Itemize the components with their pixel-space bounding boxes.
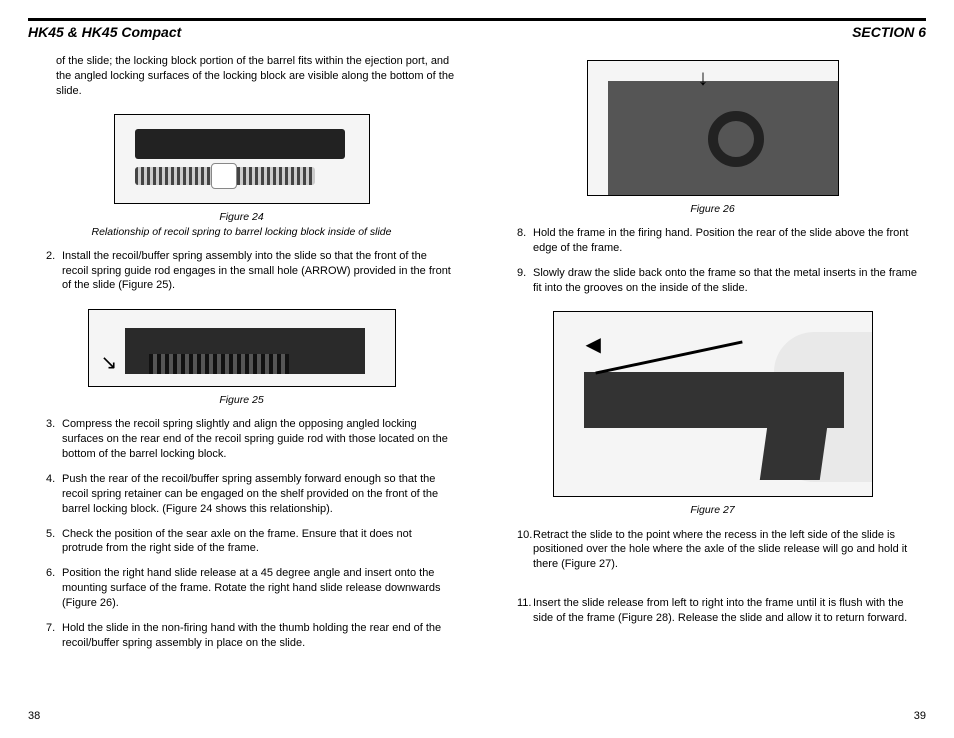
figure-24-text: Relationship of recoil spring to barrel … [92,226,392,238]
step-text: Position the right hand slide release at… [62,566,455,611]
arrow-down-icon: ↓ [698,63,709,93]
content-columns: of the slide; the locking block portion … [28,54,926,661]
step-6: 6. Position the right hand slide release… [46,566,455,611]
step-text: Hold the slide in the non-firing hand wi… [62,621,455,651]
step-text: Check the position of the sear axle on t… [62,527,455,557]
step-11: 11. Insert the slide release from left t… [517,596,926,626]
pistol-grip-shape [759,420,827,480]
step-9: 9. Slowly draw the slide back onto the f… [517,266,926,296]
column-right: ↓ Figure 26 8. Hold the frame in the fir… [499,54,926,661]
intro-continuation: of the slide; the locking block portion … [56,54,455,99]
arrow-icon: ◀ [586,332,601,359]
trigger-guard-shape [708,111,764,167]
step-num: 6. [46,566,62,611]
figure-26-image: ↓ [587,60,839,196]
page-number-right: 39 [914,709,926,724]
step-num: 11. [517,596,533,626]
step-2: 2. Install the recoil/buffer spring asse… [46,249,455,294]
figure-24-image [114,114,370,204]
figure-27-image: ◀ [553,311,873,497]
figure-24-label: Figure 24 [219,211,263,223]
page-number-left: 38 [28,709,40,724]
figure-26-caption: Figure 26 [499,202,926,216]
step-num: 10. [517,528,533,573]
step-text: Compress the recoil spring slightly and … [62,417,455,462]
step-num: 8. [517,226,533,256]
barrel-shape [135,129,345,159]
step-num: 9. [517,266,533,296]
figure-27-caption: Figure 27 [499,503,926,517]
figure-25-caption: Figure 25 [28,393,455,407]
step-num: 5. [46,527,62,557]
step-4: 4. Push the rear of the recoil/buffer sp… [46,472,455,517]
motion-arrow-line [595,341,742,375]
step-num: 7. [46,621,62,651]
step-num: 2. [46,249,62,294]
step-text: Insert the slide release from left to ri… [533,596,926,626]
buffer-shape [211,163,237,189]
figure-25-image: ↘ [88,309,396,387]
header-right: SECTION 6 [852,23,926,42]
arrow-icon: ↘ [101,350,118,377]
step-text: Hold the frame in the firing hand. Posit… [533,226,926,256]
column-left: of the slide; the locking block portion … [28,54,455,661]
step-3: 3. Compress the recoil spring slightly a… [46,417,455,462]
step-text: Push the rear of the recoil/buffer sprin… [62,472,455,517]
step-7: 7. Hold the slide in the non-firing hand… [46,621,455,651]
step-10: 10. Retract the slide to the point where… [517,528,926,573]
header-left: HK45 & HK45 Compact [28,23,181,42]
step-8: 8. Hold the frame in the firing hand. Po… [517,226,926,256]
figure-24-caption: Figure 24 Relationship of recoil spring … [28,210,455,238]
step-num: 4. [46,472,62,517]
step-text: Install the recoil/buffer spring assembl… [62,249,455,294]
step-text: Retract the slide to the point where the… [533,528,926,573]
step-num: 3. [46,417,62,462]
step-text: Slowly draw the slide back onto the fram… [533,266,926,296]
page-header: HK45 & HK45 Compact SECTION 6 [28,18,926,42]
step-5: 5. Check the position of the sear axle o… [46,527,455,557]
slide-serrations [149,354,289,374]
